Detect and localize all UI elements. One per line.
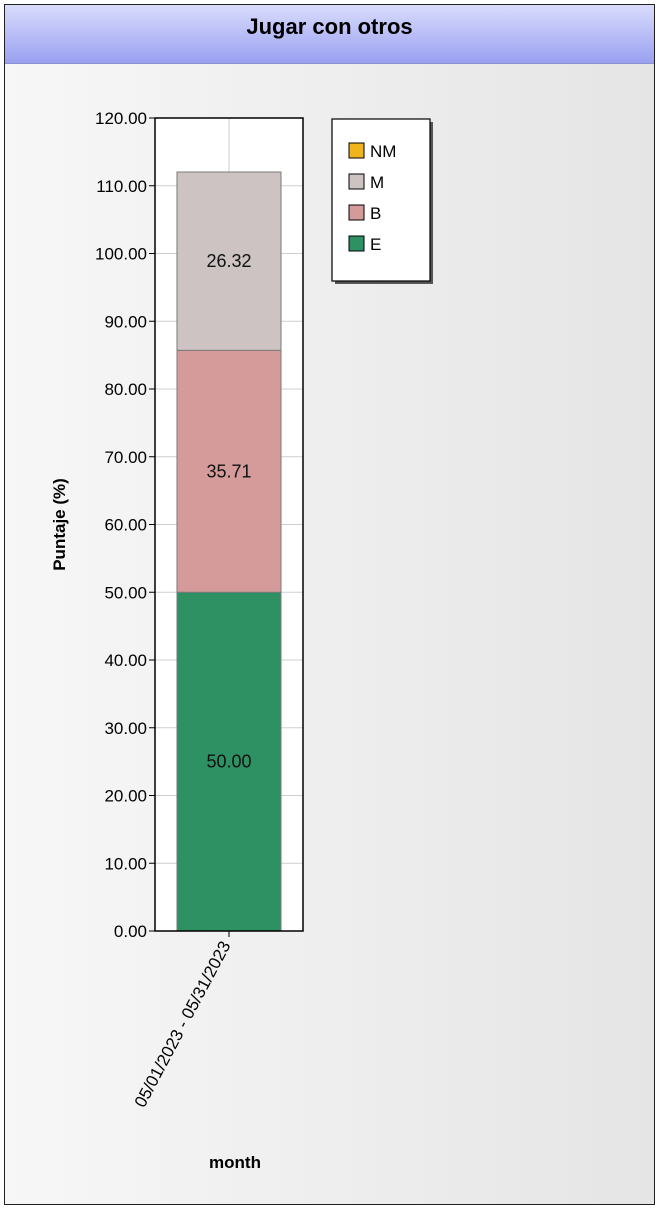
y-tick-label: 0.00 xyxy=(114,922,147,941)
y-tick-label: 110.00 xyxy=(96,177,147,196)
y-tick-label: 30.00 xyxy=(104,719,147,738)
legend-label-M: M xyxy=(370,173,384,192)
bar-segment-E xyxy=(176,591,282,932)
y-tick-label: 40.00 xyxy=(104,651,147,670)
legend-label-NM: NM xyxy=(370,142,396,161)
legend-swatch-B xyxy=(348,204,365,221)
data-label-B: 35.71 xyxy=(206,461,251,481)
bar-segment-M xyxy=(176,171,282,351)
x-tick-label: 05/01/2023 - 05/31/2023 xyxy=(131,938,235,1111)
legend-swatch-M xyxy=(348,173,365,190)
data-label-M: 26.32 xyxy=(206,251,251,271)
y-tick-label: 80.00 xyxy=(104,380,147,399)
y-tick-label: 70.00 xyxy=(104,448,147,467)
data-label-E: 50.00 xyxy=(206,752,251,772)
legend-label-B: B xyxy=(370,204,381,223)
legend-box xyxy=(331,118,431,282)
bar-segment-B xyxy=(176,349,282,593)
y-tick-label: 10.00 xyxy=(104,854,147,873)
y-tick-label: 100.00 xyxy=(95,245,147,264)
y-tick-label: 50.00 xyxy=(104,583,147,602)
y-tick-label: 90.00 xyxy=(104,312,147,331)
y-tick-label: 120.00 xyxy=(95,109,147,128)
y-tick-label: 20.00 xyxy=(104,787,147,806)
legend-label-E: E xyxy=(370,235,381,254)
chart-canvas: 50.00 35.71 26.32 0.00 10.00 20.00 30.00 40.00 5… xyxy=(50,109,433,1172)
title-bar: Jugar con otros xyxy=(5,5,654,64)
legend-swatch-E xyxy=(348,235,365,252)
x-axis-title: month xyxy=(209,1153,261,1172)
chart-panel: Jugar con otros 50.00 35.71 26.32 0.00 10.00… xyxy=(4,4,655,1205)
legend-swatch-NM xyxy=(348,142,365,159)
chart-title: Jugar con otros xyxy=(246,14,413,39)
y-tick-label: 60.00 xyxy=(104,516,147,535)
y-axis-title: Puntaje (%) xyxy=(50,478,69,571)
